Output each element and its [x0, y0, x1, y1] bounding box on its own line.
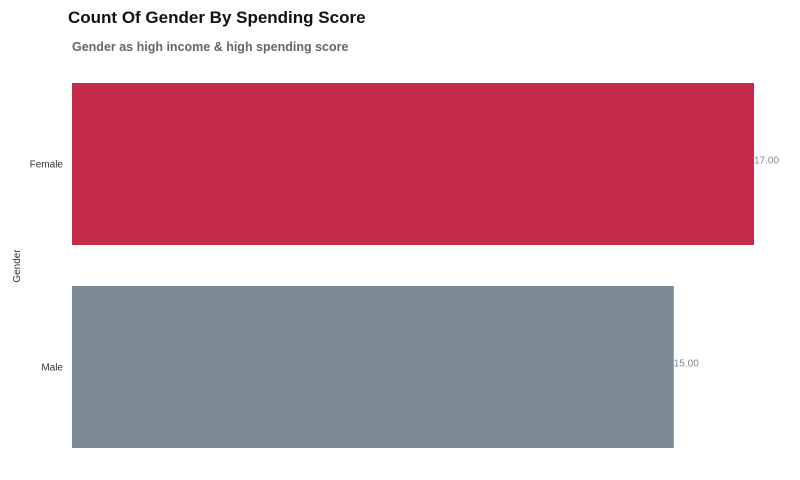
labels-layer: Female 17.00 Male 15.00 — [30, 156, 780, 374]
chart-title: Count Of Gender By Spending Score — [68, 8, 366, 27]
y-tick-label-female: Female — [30, 160, 64, 171]
y-axis-title: Gender — [12, 249, 23, 283]
bar-female — [72, 83, 754, 245]
data-label-male: 15.00 — [674, 359, 699, 370]
y-tick-label-male: Male — [41, 363, 63, 374]
bars-layer — [72, 83, 754, 448]
data-label-female: 17.00 — [754, 156, 779, 167]
bar-male — [72, 286, 674, 448]
chart-subtitle: Gender as high income & high spending sc… — [72, 40, 349, 54]
